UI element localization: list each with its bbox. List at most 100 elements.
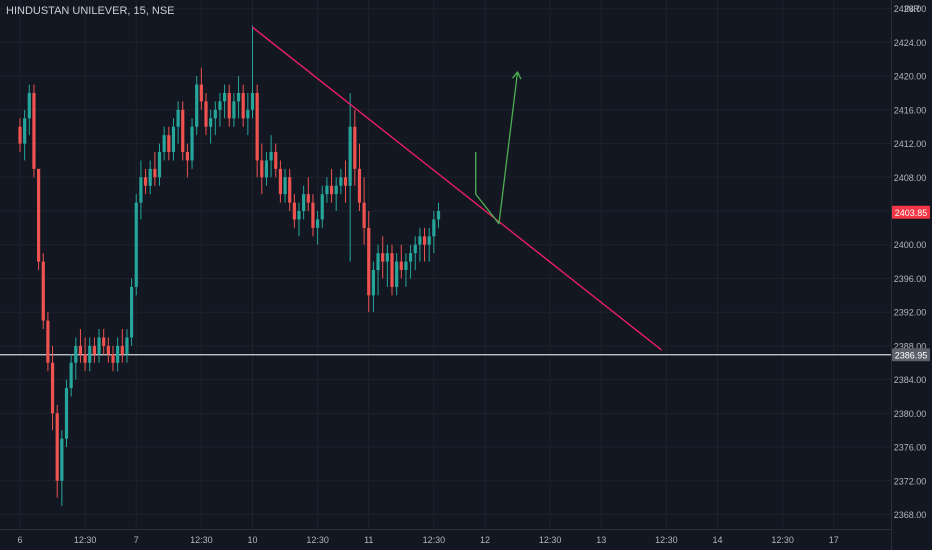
candle [371, 270, 375, 296]
candle [69, 362, 73, 389]
candle [320, 194, 324, 220]
candle [255, 93, 259, 161]
candle [74, 345, 78, 363]
candle [436, 211, 441, 220]
time-tick-label: 12:30 [423, 535, 446, 545]
candle [37, 168, 41, 262]
trendline-stroke[interactable] [252, 26, 663, 351]
candle [395, 261, 399, 287]
candle [422, 236, 427, 245]
candle [250, 93, 255, 110]
candle [204, 101, 208, 127]
price-tick-label: 2372.00 [894, 476, 927, 486]
candle [339, 177, 343, 186]
time-tick-label: 7 [134, 535, 139, 545]
candle [362, 202, 366, 228]
candle [357, 168, 362, 203]
candle [190, 126, 194, 161]
time-axis[interactable]: 6 12:30 7 12:30 10 12:30 11 12:30 12 12:30 13 12:30… [17, 535, 838, 545]
candle [116, 345, 120, 363]
price-tick-label: 2376.00 [894, 443, 927, 453]
candle [311, 202, 315, 228]
projection-arrow[interactable] [475, 71, 522, 225]
candle [64, 388, 69, 439]
candle [427, 236, 431, 245]
candle [120, 345, 124, 355]
candle [213, 109, 217, 119]
arrowhead-icon [512, 71, 522, 80]
price-axis-divider [891, 0, 892, 550]
candle [92, 345, 96, 355]
candle [111, 354, 115, 363]
price-tick-label: 2368.00 [894, 510, 927, 520]
price-tick-label: 2428.00 [894, 4, 927, 14]
candle [32, 93, 36, 169]
candle [236, 93, 241, 102]
time-tick-label: 12:30 [539, 535, 562, 545]
candle [88, 345, 92, 363]
time-tick-label: 12:30 [655, 535, 678, 545]
candle [181, 109, 185, 153]
candle [223, 93, 227, 102]
candle [218, 101, 222, 110]
candle [297, 211, 301, 220]
last-price-label: 2403.85 [895, 208, 928, 218]
price-tick-label: 2408.00 [894, 173, 927, 183]
candle [413, 244, 417, 254]
price-tick-label: 2396.00 [894, 274, 927, 284]
price-tick-label: 2384.00 [894, 375, 927, 385]
candle [157, 152, 162, 178]
candle [232, 101, 236, 119]
candle [283, 177, 287, 195]
candle [125, 337, 129, 355]
candle [78, 345, 83, 355]
candle [185, 152, 189, 161]
projection-arrow-path[interactable] [475, 71, 519, 225]
candle [106, 345, 110, 355]
candle [274, 152, 278, 169]
price-tick-label: 2416.00 [894, 105, 927, 115]
candle [97, 337, 101, 355]
candle [209, 118, 213, 127]
candle [329, 185, 334, 195]
candle [306, 194, 310, 203]
time-tick-label: 12:30 [74, 535, 97, 545]
candle [143, 177, 148, 186]
candle [23, 118, 27, 144]
time-tick-label: 12 [480, 535, 490, 545]
time-tick-label: 12:30 [190, 535, 213, 545]
candle [46, 320, 50, 363]
chart-title: HINDUSTAN UNILEVER, 15, NSE [6, 5, 175, 17]
candle [148, 168, 152, 186]
time-tick-label: 6 [17, 535, 22, 545]
candle [432, 219, 436, 237]
price-tick-label: 2388.00 [894, 341, 927, 351]
candle [227, 93, 231, 119]
candle [199, 84, 203, 102]
candle [162, 135, 166, 153]
candle [376, 253, 380, 271]
candle [134, 202, 138, 287]
candle [130, 286, 134, 338]
candle [153, 168, 157, 178]
price-tick-label: 2420.00 [894, 72, 927, 82]
candle [246, 109, 250, 119]
candle [390, 253, 394, 287]
candle [60, 438, 64, 481]
candles [18, 25, 441, 507]
time-tick-label: 12:30 [771, 535, 794, 545]
candle [27, 93, 31, 119]
currency-label: INR [904, 4, 920, 14]
candle [367, 227, 371, 296]
candle [50, 362, 55, 414]
candle [334, 185, 338, 195]
candle [353, 126, 357, 169]
candle [241, 93, 245, 119]
candle [325, 185, 329, 195]
candle [278, 168, 282, 195]
candle [139, 177, 143, 203]
candle [83, 354, 87, 363]
trendline[interactable] [252, 26, 663, 351]
candle [55, 413, 59, 481]
